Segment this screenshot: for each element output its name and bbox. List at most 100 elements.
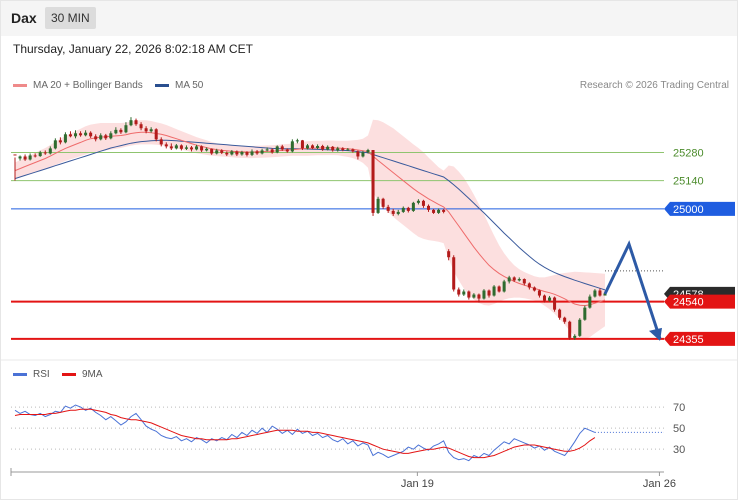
candle-body <box>99 135 103 140</box>
candle <box>321 144 325 151</box>
candle <box>235 150 239 157</box>
candle <box>134 118 138 126</box>
candle-body <box>527 283 531 288</box>
candle <box>548 295 552 302</box>
candle-body <box>421 200 425 206</box>
candle <box>502 279 506 293</box>
candle <box>401 206 405 213</box>
candle <box>149 127 153 133</box>
candle <box>442 208 446 214</box>
candle <box>447 249 451 261</box>
candle-body <box>235 151 239 155</box>
legend-ma20: MA 20 + Bollinger Bands <box>13 80 143 91</box>
candle <box>391 208 395 216</box>
candle <box>316 144 320 150</box>
candle-body <box>406 207 410 211</box>
candle-body <box>149 129 153 132</box>
candle-body <box>195 146 199 150</box>
legend-rsi: RSI <box>13 369 50 380</box>
candle-body <box>326 146 330 150</box>
candle-body <box>351 149 355 152</box>
candle-body <box>507 277 511 282</box>
candle-body <box>23 156 27 160</box>
candle-body <box>159 139 163 145</box>
candle <box>583 305 587 321</box>
x-tick-label: Jan 19 <box>401 478 434 490</box>
candle-body <box>391 210 395 214</box>
candle <box>482 289 486 300</box>
candle <box>351 148 355 153</box>
candle <box>109 131 113 140</box>
candle-body <box>553 297 557 310</box>
candle <box>225 151 229 157</box>
candle-body <box>84 132 88 136</box>
ma20-swatch <box>13 83 27 87</box>
candle-body <box>184 147 188 149</box>
candle-body <box>366 150 370 153</box>
candle <box>361 150 365 158</box>
candle-body <box>48 148 52 154</box>
candle-body <box>280 146 284 150</box>
candle-body <box>336 148 340 151</box>
rsi-tick-label: 30 <box>673 444 685 456</box>
candle-body <box>300 140 304 149</box>
candle-body <box>467 291 471 298</box>
candle <box>426 204 431 212</box>
level-tag-25000 <box>664 201 735 216</box>
9ma-swatch <box>62 372 76 376</box>
candle <box>38 150 42 157</box>
candle-body <box>189 147 194 150</box>
candle <box>477 293 481 303</box>
candle <box>381 197 385 209</box>
candle-body <box>154 129 158 140</box>
candle-body <box>200 146 204 151</box>
candle-body <box>119 129 123 133</box>
candle <box>532 286 536 292</box>
legend-9ma: 9MA <box>62 369 103 380</box>
forecast-arrowhead <box>649 327 662 341</box>
candle <box>48 146 52 155</box>
interval-button[interactable]: 30 MIN <box>45 7 96 29</box>
candle-body <box>497 286 501 292</box>
candle <box>129 117 133 127</box>
candle-body <box>578 319 582 336</box>
candle-body <box>316 145 320 149</box>
symbol-title: Dax <box>11 10 37 26</box>
candle <box>305 143 309 150</box>
candle <box>598 288 602 297</box>
candle <box>79 131 83 137</box>
top-bar: Dax 30 MIN <box>0 0 738 36</box>
candle-body <box>139 124 143 129</box>
candle <box>210 148 214 155</box>
candle <box>189 145 194 152</box>
candle-body <box>174 145 178 149</box>
candle <box>472 293 476 299</box>
candle <box>421 199 425 208</box>
candle <box>164 142 168 149</box>
candle-body <box>517 279 521 281</box>
candle <box>411 201 415 212</box>
candle-body <box>437 209 441 213</box>
candle <box>139 122 143 131</box>
timestamp: Thursday, January 22, 2026 8:02:18 AM CE… <box>13 42 253 56</box>
candle <box>512 276 516 282</box>
level-label-25000: 25000 <box>673 204 704 216</box>
candle-body <box>472 294 476 298</box>
candle <box>53 138 57 150</box>
candle-body <box>432 209 436 213</box>
candle-body <box>215 150 219 154</box>
candle <box>522 278 526 286</box>
candle <box>240 150 244 156</box>
candle-body <box>598 290 602 296</box>
candle-body <box>124 125 128 133</box>
candle <box>588 294 592 309</box>
candle-body <box>376 198 380 213</box>
candle <box>23 154 27 161</box>
ma50-swatch <box>155 83 169 87</box>
candle <box>13 154 17 181</box>
candle-body <box>411 202 415 211</box>
candle-body <box>447 251 451 258</box>
candle-body <box>522 279 526 284</box>
candle-body <box>144 128 148 132</box>
